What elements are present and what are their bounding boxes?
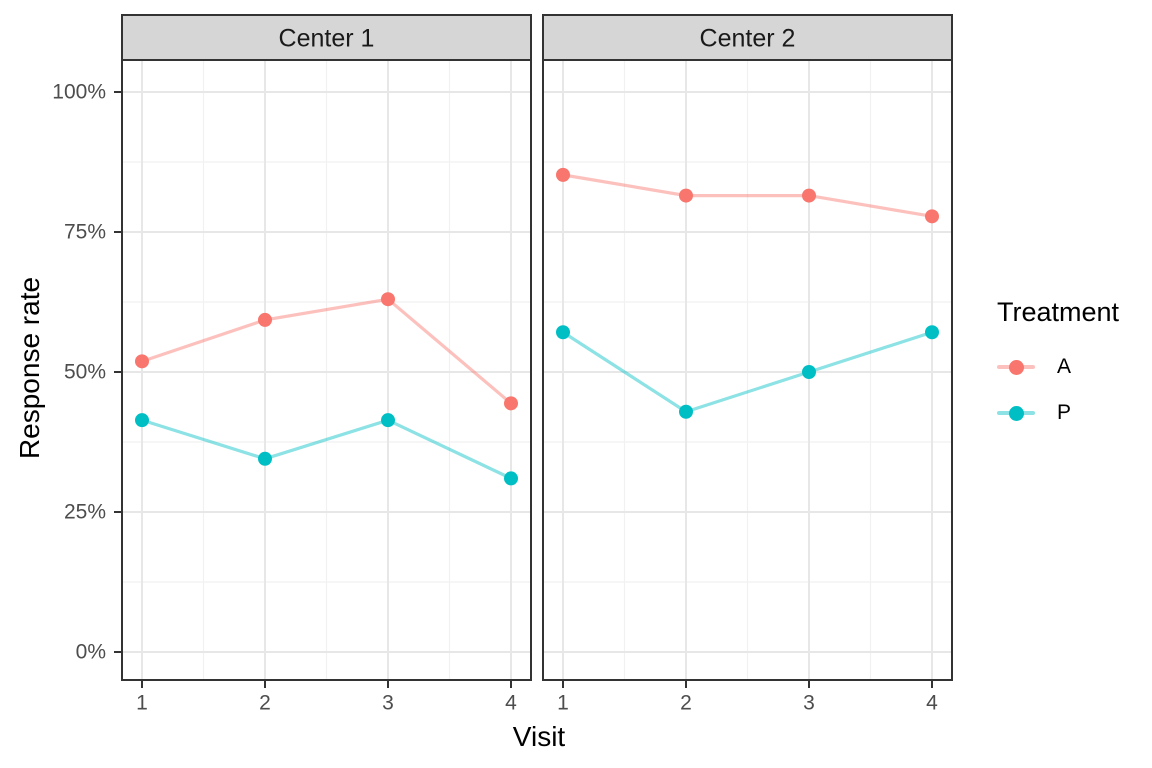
y-tick-label: 100% <box>52 81 106 104</box>
x-tick-label: 1 <box>557 692 569 715</box>
x-tick-label: 4 <box>926 692 938 715</box>
legend-key-dot <box>1008 405 1024 421</box>
data-point-A-visit-1 <box>556 167 570 182</box>
data-point-P-visit-1 <box>135 413 149 428</box>
legend-key-p-icon <box>997 405 1035 421</box>
data-point-A-visit-4 <box>925 209 939 224</box>
series-line-P <box>561 330 934 414</box>
data-point-A-visit-2 <box>258 312 272 327</box>
x-tick-label: 3 <box>803 692 815 715</box>
legend-entry-p: P <box>997 390 1119 436</box>
legend: Treatment A P <box>997 297 1119 436</box>
y-axis-title: Response rate <box>14 276 45 460</box>
data-point-A-visit-3 <box>381 292 395 307</box>
data-point-P-visit-1 <box>556 325 570 340</box>
legend-title: Treatment <box>997 297 1120 327</box>
x-tick-label: 3 <box>382 692 394 715</box>
data-point-A-visit-2 <box>679 188 693 203</box>
x-tick-label: 2 <box>680 692 692 715</box>
x-tick-label: 2 <box>259 692 271 715</box>
series-line-A <box>561 173 934 218</box>
data-point-P-visit-4 <box>925 325 939 340</box>
series-line-A <box>140 297 513 405</box>
data-point-A-visit-4 <box>504 396 518 411</box>
x-axis-title: Visit <box>512 721 566 752</box>
facet-strip <box>542 14 953 61</box>
data-point-P-visit-4 <box>504 471 518 486</box>
data-point-P-visit-2 <box>258 451 272 466</box>
legend-key-dot <box>1008 359 1024 375</box>
data-point-P-visit-3 <box>802 365 816 379</box>
data-point-A-visit-1 <box>135 354 149 369</box>
facet-strip <box>121 14 532 61</box>
x-tick-label: 1 <box>136 692 148 715</box>
facet-strip-label: Center 2 <box>700 25 796 53</box>
y-tick-label: 50% <box>64 361 106 384</box>
x-tick-label: 4 <box>505 692 517 715</box>
data-point-A-visit-3 <box>802 188 816 203</box>
y-tick-label: 75% <box>64 221 106 244</box>
data-point-P-visit-3 <box>381 413 395 428</box>
series-line-P <box>140 418 513 480</box>
legend-entry-label: A <box>1057 355 1072 378</box>
y-tick-label: 0% <box>76 641 106 664</box>
legend-entry-a: A <box>997 344 1119 390</box>
data-point-P-visit-2 <box>679 404 693 419</box>
y-tick-label: 25% <box>64 501 106 524</box>
legend-key-a-icon <box>997 359 1035 375</box>
facet-strip-label: Center 1 <box>279 25 375 53</box>
legend-entry-label: P <box>1057 401 1072 424</box>
